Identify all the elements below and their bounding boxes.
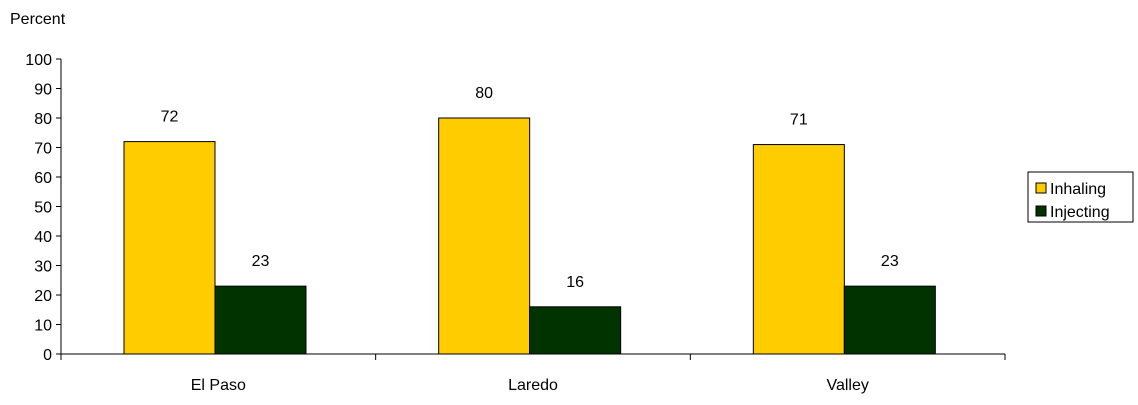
legend-swatch-inhaling [1035,182,1047,194]
x-tick-label: Valley [826,377,868,394]
y-tick-label: 70 [34,141,52,158]
data-label: 72 [161,109,179,126]
bar-injecting-el-paso [214,285,307,355]
x-tick-label: Laredo [508,377,558,394]
y-tick-label: 40 [34,229,52,246]
y-tick-label: 90 [34,82,52,99]
y-tick-label: 30 [34,259,52,276]
data-label: 16 [566,274,584,291]
bar-injecting-laredo [529,306,622,355]
bars: 72 23 80 16 71 23 [123,85,936,355]
axes: El Paso Laredo Valley [56,59,1006,394]
bar-injecting-valley [843,285,936,355]
legend-label-injecting: Injecting [1050,204,1110,221]
y-tick-label: 0 [43,347,52,364]
y-tick-label: 20 [34,288,52,305]
data-label: 23 [252,253,270,270]
y-tick-label: 60 [34,170,52,187]
legend: Inhaling Injecting [1027,171,1134,223]
y-tick-label: 10 [34,318,52,335]
y-axis-title: Percent [10,11,66,28]
y-tick-label: 100 [25,52,52,69]
x-tick-label: El Paso [191,377,246,394]
data-label: 23 [881,253,899,270]
data-label: 80 [475,85,493,102]
y-tick-label: 50 [34,200,52,217]
legend-swatch-injecting [1035,205,1047,217]
y-axis-ticks: 0 10 20 30 40 50 60 70 80 90 100 [25,52,61,364]
bar-inhaling-laredo [438,117,531,355]
y-tick-label: 80 [34,111,52,128]
bar-inhaling-valley [752,144,845,355]
data-label: 71 [790,112,808,129]
legend-label-inhaling: Inhaling [1050,181,1106,198]
bar-inhaling-el-paso [123,141,216,355]
